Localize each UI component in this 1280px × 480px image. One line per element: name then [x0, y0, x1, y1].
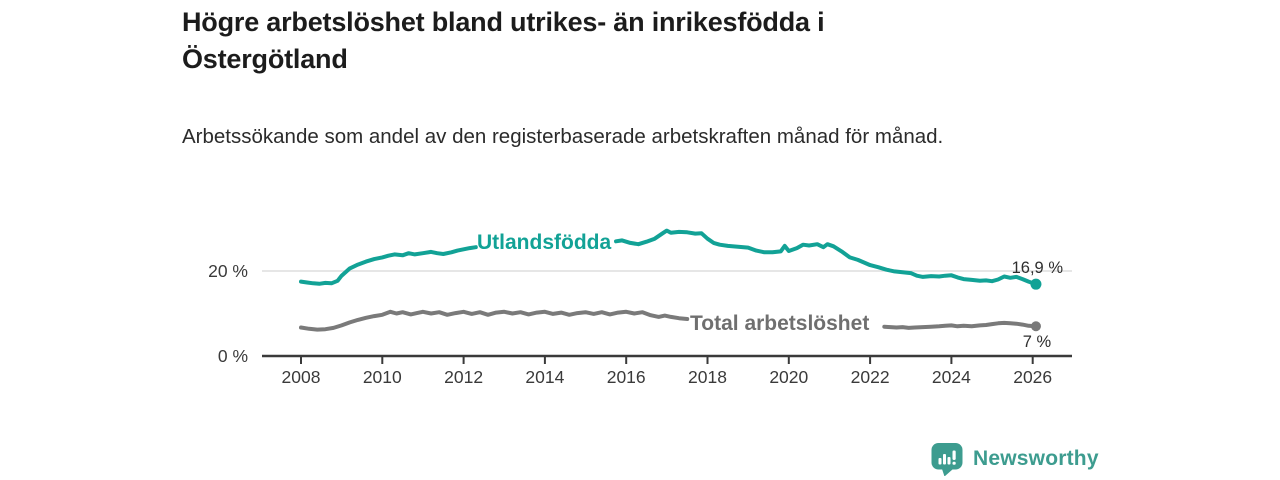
page-title: Högre arbetslöshet bland utrikes- än inr…	[182, 7, 825, 74]
chart-subtitle: Arbetssökande som andel av den registerb…	[182, 125, 944, 148]
series-inline-label-total-arbetsloshet: Total arbetslöshet	[690, 312, 869, 335]
series-line-utlandsfodda	[614, 228, 1038, 287]
series-line-total-arbetsloshet	[882, 320, 1038, 330]
series-inline-label-utlandsfodda: Utlandsfödda	[477, 231, 611, 254]
newsworthy-logo[interactable]: Newsworthy	[930, 442, 1099, 476]
x-axis-tick-label-2010: 2010	[363, 367, 402, 387]
x-axis-tick-label-2024: 2024	[932, 367, 971, 387]
y-axis-label-20: 20 %	[208, 261, 248, 281]
newsworthy-bubble-chart-icon	[931, 443, 963, 476]
x-axis-tick-label-2018: 2018	[688, 367, 727, 387]
series-line-utlandsfodda	[299, 245, 478, 286]
x-axis-tick-label-2014: 2014	[525, 367, 564, 387]
x-axis-tick-label-2022: 2022	[851, 367, 890, 387]
x-axis-tick-label-2012: 2012	[444, 367, 483, 387]
x-axis-tick-label-2016: 2016	[607, 367, 646, 387]
newsworthy-wordmark: Newsworthy	[973, 447, 1099, 470]
x-axis-tick-label-2008: 2008	[282, 367, 321, 387]
y-axis-label-0: 0 %	[218, 346, 248, 366]
series-end-value-label-total-arbetsloshet: 7 %	[1023, 333, 1052, 351]
series-end-value-label-utlandsfodda: 16,9 %	[1012, 259, 1064, 277]
series-end-dot-total-arbetsloshet	[1030, 321, 1041, 332]
series-line-total-arbetsloshet	[299, 309, 690, 332]
x-axis-tick-label-2020: 2020	[769, 367, 808, 387]
series-end-dot-utlandsfodda	[1030, 278, 1042, 290]
x-axis-tick-label-2026: 2026	[1013, 367, 1052, 387]
